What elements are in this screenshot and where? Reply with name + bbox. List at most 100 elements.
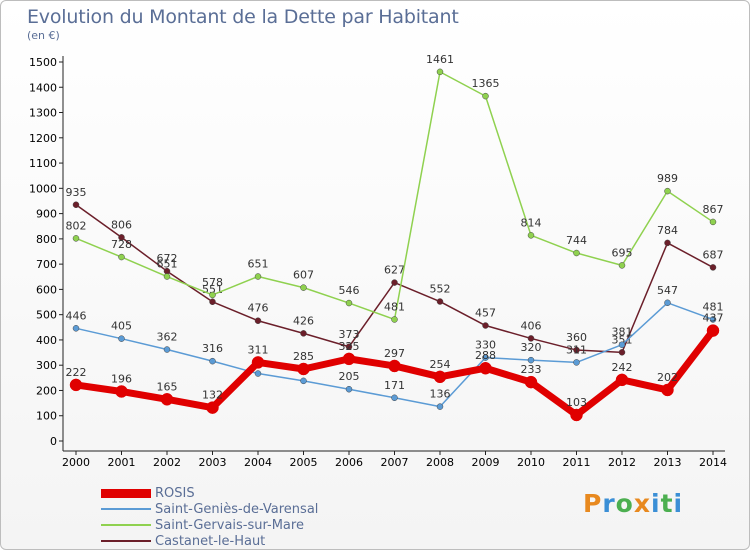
- data-point-rosis: [433, 370, 447, 384]
- data-label-saint-gervais-sur-mare: 989: [657, 172, 678, 185]
- chart-unit: (en €): [27, 29, 60, 42]
- data-point-saint-geni-s-de-varensal: [163, 346, 171, 353]
- y-tick-label: 0: [50, 435, 57, 448]
- data-label-castanet-le-haut: 373: [339, 328, 360, 341]
- data-label-saint-gervais-sur-mare: 695: [612, 246, 633, 259]
- data-label-rosis: 325: [339, 340, 360, 353]
- data-point-saint-gervais-sur-mare: [391, 316, 398, 323]
- data-point-saint-gervais-sur-mare: [209, 291, 216, 299]
- data-label-saint-gervais-sur-mare: 651: [248, 258, 269, 271]
- data-label-castanet-le-haut: 457: [475, 307, 496, 320]
- data-label-saint-geni-s-de-varensal: 362: [157, 331, 178, 344]
- data-point-rosis: [479, 361, 492, 375]
- data-point-saint-gervais-sur-mare: [254, 273, 262, 280]
- y-tick-label: 500: [36, 309, 57, 322]
- data-label-rosis: 285: [293, 350, 314, 363]
- data-point-saint-geni-s-de-varensal: [527, 356, 535, 364]
- x-tick-label: 2012: [608, 456, 636, 469]
- y-tick-label: 800: [36, 233, 57, 246]
- legend-swatch: [101, 524, 151, 526]
- data-point-castanet-le-haut: [618, 349, 626, 356]
- data-point-rosis: [160, 393, 174, 406]
- data-point-saint-gervais-sur-mare: [118, 253, 125, 261]
- data-point-rosis: [615, 373, 629, 387]
- data-label-rosis: 242: [612, 361, 633, 374]
- data-label-castanet-le-haut: 672: [157, 252, 178, 265]
- data-point-rosis: [251, 356, 265, 369]
- x-tick-label: 2014: [699, 456, 727, 469]
- data-point-rosis: [206, 401, 219, 414]
- legend-swatch: [101, 488, 151, 498]
- data-point-saint-geni-s-de-varensal: [436, 403, 444, 410]
- data-label-saint-gervais-sur-mare: 578: [202, 276, 223, 289]
- data-point-saint-gervais-sur-mare: [482, 92, 489, 100]
- logo-letter: P: [583, 489, 603, 518]
- y-tick-label: 400: [36, 334, 57, 347]
- data-label-castanet-le-haut: 360: [566, 331, 587, 344]
- logo-letter: i: [673, 489, 684, 518]
- data-label-castanet-le-haut: 406: [521, 319, 542, 332]
- data-label-rosis: 196: [111, 372, 132, 385]
- data-label-castanet-le-haut: 552: [430, 283, 451, 296]
- data-point-saint-gervais-sur-mare: [300, 284, 307, 291]
- data-label-saint-geni-s-de-varensal: 405: [111, 320, 132, 333]
- legend-swatch: [101, 508, 151, 510]
- x-tick-label: 2000: [62, 456, 90, 469]
- data-point-rosis: [297, 362, 310, 376]
- data-label-saint-gervais-sur-mare: 744: [566, 234, 587, 247]
- data-point-saint-gervais-sur-mare: [436, 68, 444, 76]
- x-tick-label: 2002: [153, 456, 181, 469]
- data-label-saint-geni-s-de-varensal: 205: [339, 370, 360, 383]
- data-point-saint-geni-s-de-varensal: [664, 299, 671, 307]
- proxiti-logo: Proxiti: [583, 489, 683, 518]
- data-point-castanet-le-haut: [345, 343, 353, 351]
- data-point-castanet-le-haut: [573, 346, 580, 354]
- data-label-rosis: 233: [521, 363, 542, 376]
- x-tick-label: 2011: [563, 456, 591, 469]
- data-point-saint-gervais-sur-mare: [163, 273, 171, 280]
- data-point-saint-geni-s-de-varensal: [72, 325, 80, 332]
- data-point-castanet-le-haut: [436, 298, 444, 305]
- data-label-saint-geni-s-de-varensal: 446: [66, 309, 87, 322]
- y-tick-label: 1300: [29, 107, 57, 120]
- data-point-castanet-le-haut: [300, 330, 307, 337]
- data-label-castanet-le-haut: 784: [657, 224, 678, 237]
- x-tick-label: 2004: [244, 456, 272, 469]
- data-label-saint-geni-s-de-varensal: 136: [430, 388, 451, 401]
- data-point-rosis: [661, 383, 674, 397]
- data-point-saint-geni-s-de-varensal: [254, 370, 262, 377]
- data-label-rosis: 437: [703, 312, 724, 325]
- data-point-saint-geni-s-de-varensal: [118, 335, 125, 342]
- x-tick-label: 2005: [290, 456, 318, 469]
- y-tick-label: 1100: [29, 157, 57, 170]
- data-point-saint-geni-s-de-varensal: [345, 385, 353, 393]
- legend-item: Saint-Gervais-sur-Mare: [101, 517, 318, 533]
- data-label-saint-geni-s-de-varensal: 171: [384, 379, 405, 392]
- data-label-castanet-le-haut: 935: [66, 186, 87, 199]
- data-point-saint-geni-s-de-varensal: [709, 316, 717, 323]
- data-label-castanet-le-haut: 806: [111, 218, 132, 231]
- data-point-saint-geni-s-de-varensal: [391, 394, 398, 402]
- x-tick-label: 2003: [199, 456, 227, 469]
- data-label-saint-geni-s-de-varensal: 316: [202, 342, 223, 355]
- data-point-rosis: [524, 375, 538, 389]
- y-tick-label: 200: [36, 384, 57, 397]
- y-tick-label: 900: [36, 208, 57, 221]
- x-tick-label: 2008: [426, 456, 454, 469]
- x-tick-label: 2009: [472, 456, 500, 469]
- data-label-castanet-le-haut: 627: [384, 264, 405, 277]
- data-point-rosis: [706, 324, 720, 337]
- data-label-saint-gervais-sur-mare: 607: [293, 269, 314, 282]
- data-point-saint-gervais-sur-mare: [345, 299, 353, 307]
- data-label-saint-gervais-sur-mare: 867: [703, 203, 724, 216]
- data-point-saint-geni-s-de-varensal: [209, 357, 216, 365]
- y-tick-label: 1400: [29, 81, 57, 94]
- data-label-rosis: 311: [248, 343, 269, 356]
- data-point-rosis: [388, 359, 401, 373]
- x-tick-label: 2013: [654, 456, 682, 469]
- data-label-castanet-le-haut: 351: [612, 333, 633, 346]
- legend-label: Saint-Geniès-de-Varensal: [155, 501, 319, 517]
- legend-item: Castanet-le-Haut: [101, 533, 318, 549]
